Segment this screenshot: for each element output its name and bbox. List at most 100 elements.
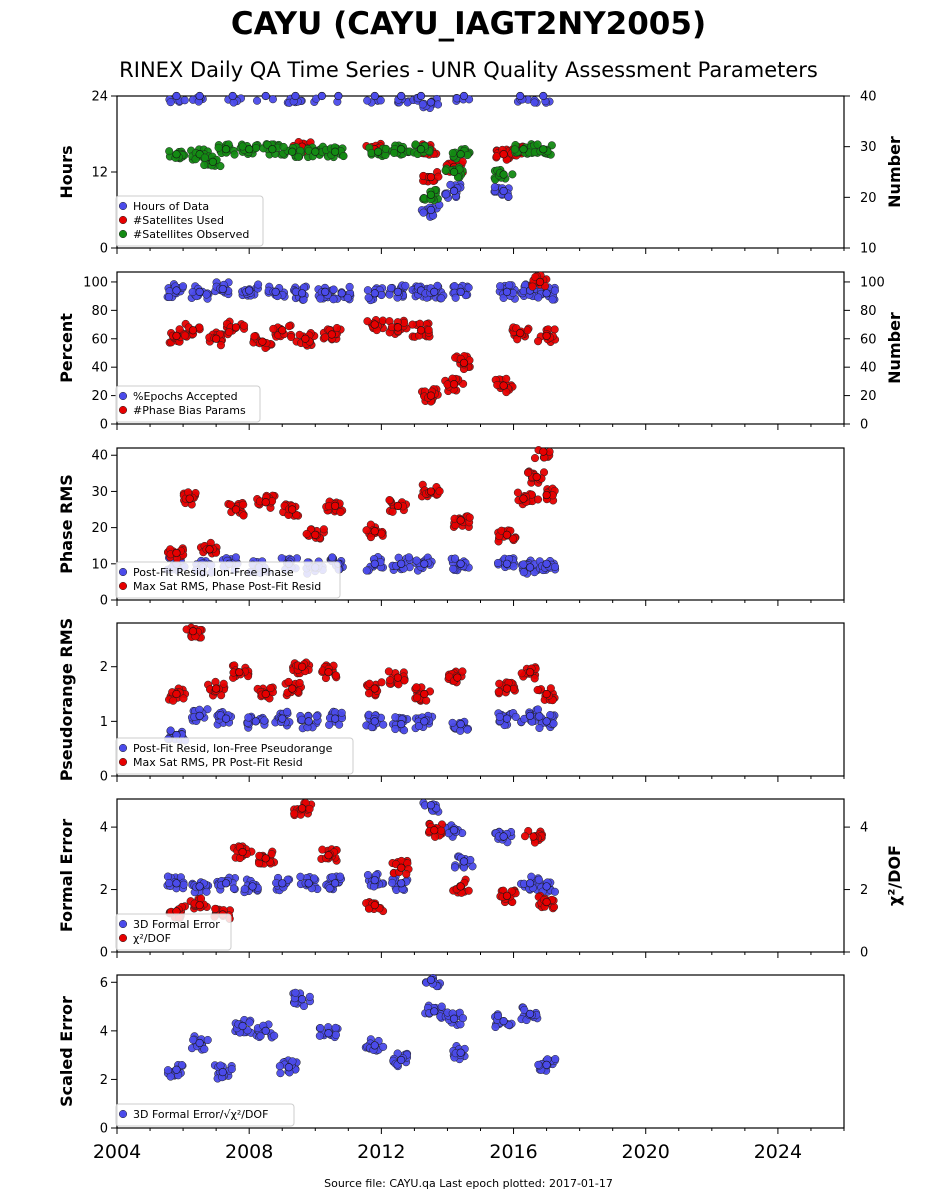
series-3-point — [288, 147, 297, 156]
series-2-cloud-point — [435, 487, 444, 496]
series-1-cloud-point — [316, 294, 325, 303]
series-1-cloud-point — [391, 724, 400, 734]
legend-marker — [118, 201, 128, 211]
series-1-cloud-point — [404, 553, 413, 562]
y-axis-label: Phase RMS — [57, 474, 76, 574]
y-tick-label: 0 — [100, 242, 108, 257]
y-axis-label: Formal Error — [57, 819, 76, 932]
series-2-point — [261, 689, 270, 699]
series-3-point — [311, 147, 320, 156]
series-2-point — [542, 490, 551, 500]
series-1-cloud-point — [519, 568, 528, 577]
series-1-cloud-point — [363, 870, 372, 880]
series-3-point — [449, 167, 459, 177]
series-1-cloud-point — [534, 875, 543, 884]
series-2-point — [370, 901, 379, 910]
y-tick-label: 40 — [91, 361, 108, 376]
y-axis-label: Percent — [57, 313, 76, 383]
series-3-cloud-point — [216, 162, 225, 171]
series-1-cloud-point — [364, 293, 373, 302]
series-1-cloud-point — [418, 100, 427, 109]
series-1-cloud-point — [297, 715, 306, 724]
series-2-cloud-point — [196, 894, 206, 903]
series-2-cloud-point — [508, 534, 518, 543]
series-1-point — [456, 559, 465, 568]
series-3-cloud-point — [165, 147, 174, 156]
series-1-point — [370, 289, 379, 298]
series-1-point — [525, 563, 535, 572]
series-1-point — [337, 289, 346, 298]
series-2-cloud-point — [494, 687, 503, 696]
series-1-cloud-point — [276, 1069, 285, 1078]
series-2-cloud-point — [495, 679, 504, 688]
series-1-cloud-point — [299, 1001, 308, 1011]
series-2-cloud-point — [377, 678, 386, 687]
series-2-cloud-point — [408, 320, 417, 329]
series-2-cloud-point — [531, 272, 540, 282]
y-tick-label: 12 — [91, 166, 108, 181]
series-2-point — [370, 320, 379, 329]
series-1-point — [456, 287, 465, 296]
series-2-point — [542, 331, 551, 341]
series-1-cloud-point — [283, 707, 292, 716]
series-1-point — [542, 882, 551, 891]
series-1-point — [370, 559, 379, 568]
series-1-point — [331, 879, 340, 888]
series-2-cloud-point — [437, 826, 446, 835]
legend-box — [115, 1103, 295, 1127]
legend-marker — [118, 933, 128, 943]
series-2-point — [327, 330, 336, 339]
legend-label: #Phase Bias Params — [133, 404, 246, 417]
legend-marker — [118, 405, 128, 415]
series-1-cloud-point — [240, 885, 249, 894]
series-1-point — [251, 717, 260, 726]
series-3-point — [331, 147, 340, 156]
series-2-point — [288, 684, 297, 693]
series-1-cloud-point — [458, 1014, 468, 1023]
y-right-tick-label: 20 — [860, 191, 877, 206]
y-right-tick-label: 60 — [860, 332, 877, 347]
legend-marker — [118, 743, 128, 753]
series-1-cloud-point — [177, 1060, 186, 1070]
series-3-cloud-point — [279, 142, 288, 152]
series-2-point — [426, 391, 436, 400]
series-1-cloud-point — [549, 719, 558, 728]
series-2-point — [529, 832, 538, 841]
series-1-point — [393, 287, 402, 296]
series-2-cloud-point — [517, 669, 526, 678]
legend-marker — [118, 567, 128, 577]
series-2-cloud-point — [363, 317, 372, 326]
series-3-cloud-point — [214, 143, 223, 152]
series-2-cloud-point — [331, 671, 341, 680]
series-1-point — [370, 1041, 379, 1050]
y-right-axis-label: Number — [885, 136, 904, 208]
series-1-cloud-point — [379, 720, 388, 729]
series-2-cloud-point — [250, 332, 259, 341]
series-2-cloud-point — [413, 693, 422, 702]
series-1-point — [397, 91, 406, 101]
series-1-point — [261, 1026, 270, 1035]
series-1-point — [459, 91, 469, 101]
y-tick-label: 24 — [91, 90, 108, 105]
series-3-cloud-point — [463, 151, 472, 160]
series-1-cloud-point — [329, 285, 338, 294]
series-1-cloud-point — [450, 554, 460, 563]
y-tick-label: 2 — [100, 883, 108, 898]
y-tick-label: 2 — [100, 660, 108, 675]
series-1-cloud-point — [401, 281, 410, 290]
series-1-cloud-point — [534, 293, 543, 302]
series-1-cloud-point — [296, 872, 305, 881]
series-2-cloud-point — [239, 511, 248, 520]
series-2-point — [311, 530, 320, 539]
legend-marker — [118, 391, 128, 401]
series-1-cloud-point — [519, 560, 528, 569]
series-1-point — [370, 717, 379, 726]
legend-label: Max Sat RMS, Phase Post-Fit Resid — [133, 580, 321, 593]
series-3-point — [208, 157, 217, 166]
legend-box — [115, 385, 261, 423]
series-1-cloud-point — [231, 553, 240, 562]
series-3-cloud-point — [510, 145, 519, 154]
series-1-cloud-point — [363, 96, 372, 105]
series-2-cloud-point — [524, 468, 533, 477]
